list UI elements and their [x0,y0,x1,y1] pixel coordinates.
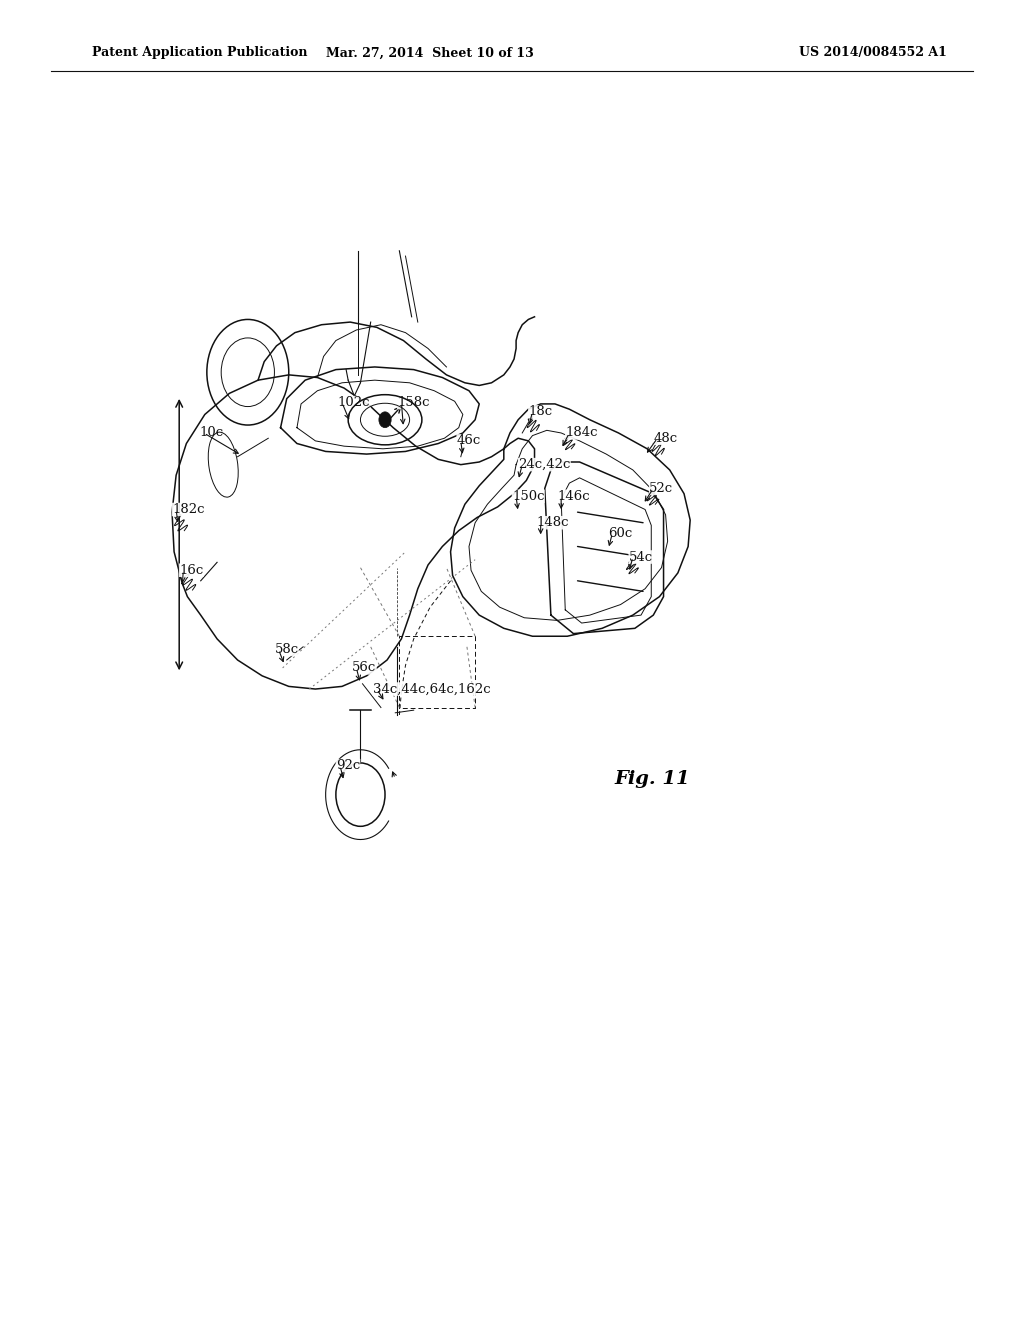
Text: 102c: 102c [338,396,371,409]
Text: 58c: 58c [274,643,299,656]
Text: 10c: 10c [200,426,224,440]
Text: 146c: 146c [557,490,590,503]
Text: 60c: 60c [608,527,633,540]
Text: 24c,42c: 24c,42c [518,458,570,471]
Text: US 2014/0084552 A1: US 2014/0084552 A1 [799,46,946,59]
Text: 54c: 54c [629,550,653,564]
Text: Mar. 27, 2014  Sheet 10 of 13: Mar. 27, 2014 Sheet 10 of 13 [327,46,534,59]
Text: 48c: 48c [653,432,678,445]
Text: 184c: 184c [565,426,598,440]
Text: 18c: 18c [528,405,553,418]
Text: Patent Application Publication: Patent Application Publication [92,46,307,59]
Circle shape [379,412,391,428]
Text: 46c: 46c [457,434,481,447]
Text: Fig. 11: Fig. 11 [614,770,690,788]
Text: 34c,44c,64c,162c: 34c,44c,64c,162c [373,682,490,696]
Text: 182c: 182c [172,503,205,516]
Text: 52c: 52c [649,482,674,495]
Text: 158c: 158c [397,396,430,409]
Text: 56c: 56c [352,661,377,675]
Text: 16c: 16c [179,564,204,577]
Text: 148c: 148c [537,516,569,529]
Text: 150c: 150c [512,490,545,503]
Text: 92c: 92c [336,759,360,772]
